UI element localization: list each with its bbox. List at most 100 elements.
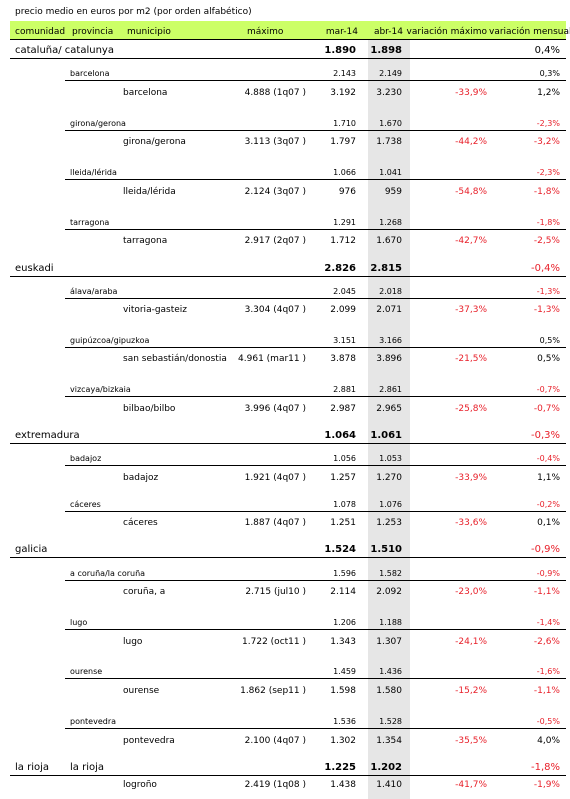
value-abr14: 1.202 [370,762,402,773]
value-variacion-mensual: -1,8% [533,187,560,197]
municipio-name: lleida/lérida [123,187,176,197]
municipio-name: ourense [123,686,160,696]
abr14-column-shade [368,39,410,799]
value-maximo: 2.917 (2q07 ) [244,236,306,246]
value-mar14: 1.251 [330,518,356,528]
municipio-name: badajoz [123,473,159,483]
value-abr14: 1.580 [376,686,402,696]
value-variacion-mensual: -3,2% [533,137,560,147]
value-abr14: 1.354 [376,736,402,746]
comunidad-name: cataluña/ catalunya [15,45,114,56]
value-mar14: 1.078 [333,500,356,509]
value-maximo: 4.888 (1q07 ) [244,88,306,98]
value-abr14: 1.436 [379,667,402,676]
value-variacion-maximo: -42,7% [455,236,487,246]
value-variacion-mensual: -1,8% [530,762,560,773]
value-mar14: 1.459 [333,667,356,676]
value-variacion-mensual: 1,2% [537,88,560,98]
value-abr14: 1.253 [376,518,402,528]
comunidad-rule [10,58,566,59]
value-variacion-mensual: -2,6% [533,637,560,647]
value-abr14: 1.061 [370,430,402,441]
value-variacion-mensual: -0,5% [536,717,560,726]
value-mar14: 2.826 [324,263,356,274]
value-mar14: 1.206 [333,618,356,627]
value-maximo: 3.996 (4q07 ) [244,404,306,414]
value-mar14: 1.710 [333,119,356,128]
value-variacion-maximo: -35,5% [455,736,487,746]
value-maximo: 1.722 (oct11 ) [242,637,306,647]
municipio-name: lugo [123,637,143,647]
value-variacion-mensual: -1,3% [533,305,560,315]
comunidad-rule [10,443,566,444]
value-mar14: 2.099 [330,305,356,315]
value-maximo: 4.961 (mar11 ) [238,354,306,364]
value-mar14: 1.712 [330,236,356,246]
provincia-name: pontevedra [70,717,117,726]
value-maximo: 1.921 (4q07 ) [244,473,306,483]
value-variacion-maximo: -24,1% [455,637,487,647]
value-mar14: 1.302 [330,736,356,746]
value-variacion-mensual: 0,5% [537,354,560,364]
value-abr14: 1.510 [370,544,402,555]
value-variacion-maximo: -44,2% [455,137,487,147]
provincia-rule [65,511,566,512]
municipio-name: coruña, a [123,587,166,597]
value-mar14: 1.598 [330,686,356,696]
value-variacion-mensual: -0,9% [536,569,560,578]
value-variacion-mensual: 0,4% [534,45,560,56]
value-abr14: 2.861 [379,385,402,394]
municipio-name: logroño [123,780,157,790]
value-abr14: 1.053 [379,454,402,463]
value-mar14: 1.064 [324,430,356,441]
value-variacion-maximo: -33,9% [455,473,487,483]
value-variacion-mensual: -1,3% [536,287,560,296]
comunidad-name: la rioja [15,762,49,773]
provincia-name: badajoz [70,454,102,463]
header-variacion-mensual: variación mensual [489,27,570,37]
value-abr14: 1.738 [376,137,402,147]
provincia-name: lleida/lérida [70,168,117,177]
value-maximo: 2.100 (4q07 ) [244,736,306,746]
value-variacion-mensual: -0,2% [536,500,560,509]
value-variacion-mensual: -0,7% [536,385,560,394]
header-variacion-maximo: variación máximo [406,27,487,37]
value-abr14: 1.307 [376,637,402,647]
municipio-name: barcelona [123,88,168,98]
provincia-name: tarragona [70,218,110,227]
header-rule [10,39,566,40]
value-mar14: 1.257 [330,473,356,483]
value-variacion-mensual: -0,7% [533,404,560,414]
header-maximo: máximo [247,27,284,37]
provincia-name: a coruña/la coruña [70,569,146,578]
value-variacion-maximo: -25,8% [455,404,487,414]
header-provincia: provincia [72,27,114,37]
provincia-name: lugo [70,618,88,627]
value-mar14: 3.151 [333,336,356,345]
value-maximo: 3.304 (4q07 ) [244,305,306,315]
value-variacion-mensual: -1,1% [533,686,560,696]
value-abr14: 2.018 [379,287,402,296]
provincia-rule [65,465,566,466]
value-variacion-maximo: -41,7% [455,780,487,790]
value-maximo: 2.419 (1q08 ) [244,780,306,790]
value-mar14: 1.890 [324,45,356,56]
value-abr14: 1.898 [370,45,402,56]
value-mar14: 1.066 [333,168,356,177]
value-abr14: 1.268 [379,218,402,227]
value-abr14: 2.815 [370,263,402,274]
value-variacion-mensual: -2,3% [536,168,560,177]
value-abr14: 2.071 [376,305,402,315]
value-maximo: 1.862 (sep11 ) [240,686,306,696]
value-abr14: 1.270 [376,473,402,483]
municipio-name: tarragona [123,236,168,246]
value-mar14: 2.881 [333,385,356,394]
value-mar14: 1.343 [330,637,356,647]
provincia-name: girona/gerona [70,119,126,128]
comunidad-rule [10,557,566,558]
value-variacion-mensual: -2,3% [536,119,560,128]
value-mar14: 2.987 [330,404,356,414]
value-abr14: 1.582 [379,569,402,578]
value-maximo: 2.715 (jul10 ) [245,587,306,597]
comunidad-rule [10,276,566,277]
